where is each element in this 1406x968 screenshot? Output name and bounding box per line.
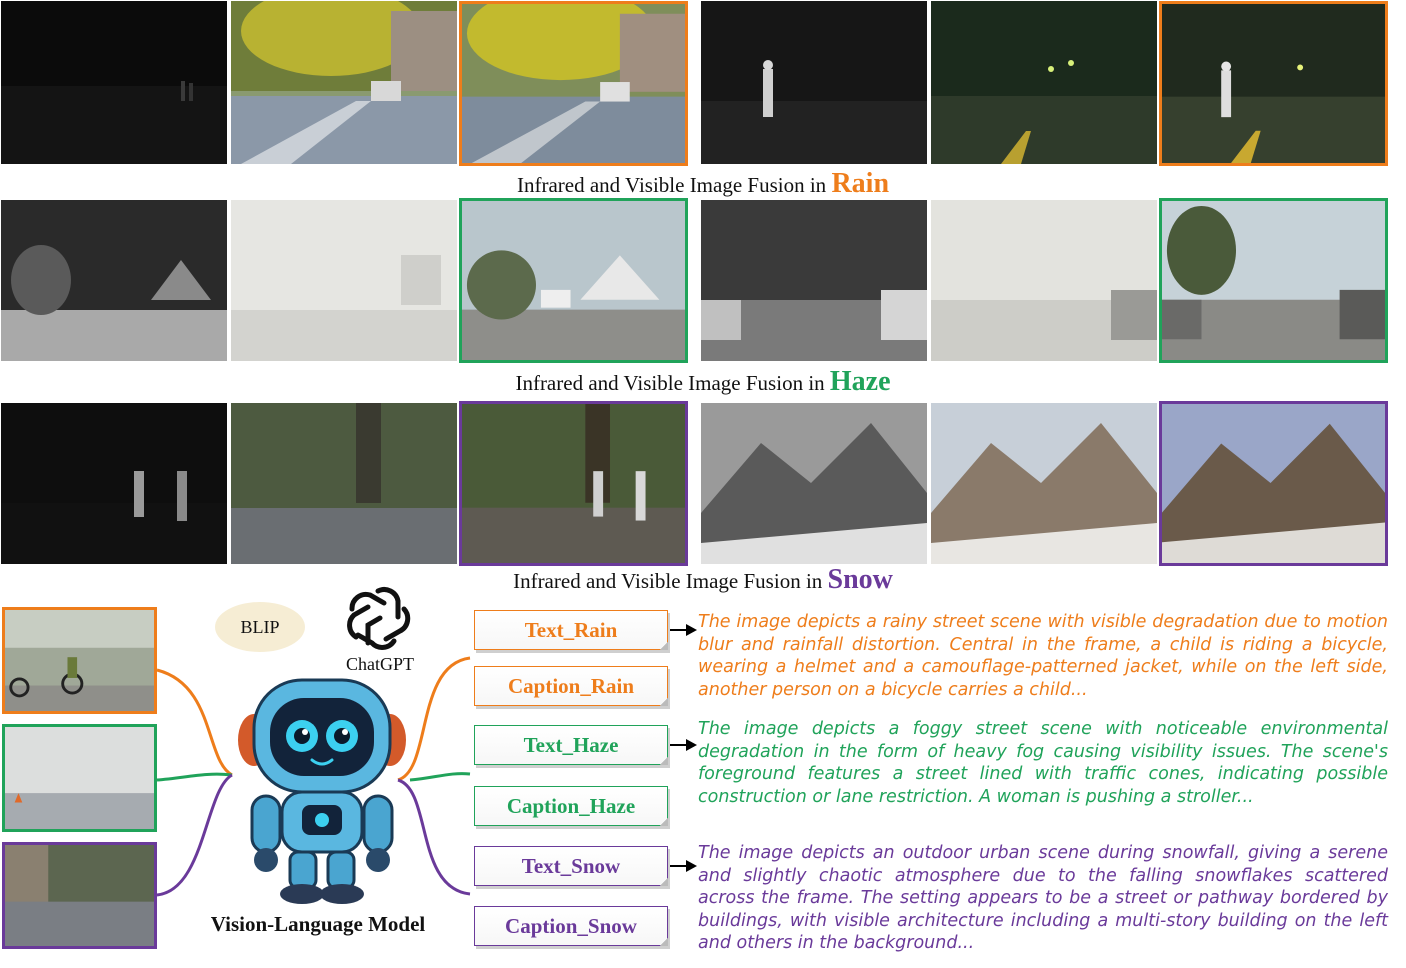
snow-fused-image-2 [1159, 401, 1388, 566]
input-haze-image [2, 724, 157, 832]
row-title-rain: Infrared and Visible Image Fusion in Rai… [0, 168, 1406, 200]
haze-visible-image-1 [231, 200, 457, 361]
haze-description: The image depicts a foggy street scene w… [698, 719, 1388, 807]
row-title-keyword: Haze [829, 366, 891, 397]
row-title-keyword: Rain [831, 168, 890, 199]
rain-fused-image-1 [459, 1, 688, 166]
caption-rain-document: Caption_Rain [474, 666, 668, 706]
rain-fused-image-2 [1159, 1, 1388, 166]
rain-visible-image-2 [931, 1, 1157, 164]
row-title-haze: Infrared and Visible Image Fusion in Haz… [0, 366, 1406, 398]
caption-snow-document: Caption_Snow [474, 906, 668, 946]
connector-rain-in [156, 668, 233, 777]
snow-visible-image-2 [931, 403, 1157, 564]
rain-infrared-image-1 [1, 1, 227, 164]
chatgpt-label: ChatGPT [345, 654, 414, 674]
document-label: Caption_Snow [505, 913, 637, 938]
document-label: Caption_Haze [506, 793, 636, 818]
connector-snow-in [156, 773, 233, 897]
row-title-prefix: Infrared and Visible Image Fusion in [516, 173, 832, 197]
caption-haze-document: Caption_Haze [474, 786, 668, 826]
input-snow-image [2, 842, 157, 949]
row-title-keyword: Snow [827, 564, 893, 595]
rain-visible-image-1 [231, 1, 457, 164]
row-title-snow: Infrared and Visible Image Fusion in Sno… [0, 564, 1406, 596]
haze-visible-image-2 [931, 200, 1157, 361]
haze-infrared-image-2 [701, 200, 927, 361]
document-label: Caption_Rain [507, 673, 635, 698]
input-rain-image [2, 607, 157, 714]
haze-fused-image-2 [1159, 198, 1388, 363]
blip-badge: BLIP [215, 602, 305, 652]
document-label: Text_Rain [524, 617, 618, 642]
arrow-snow [668, 860, 697, 872]
connector-haze-in [156, 772, 233, 782]
snow-description: The image depicts an outdoor urban scene… [698, 843, 1388, 953]
rain-infrared-image-2 [701, 1, 927, 164]
snow-fused-image-1 [459, 401, 688, 566]
connector-haze-out [409, 772, 471, 782]
row-title-prefix: Infrared and Visible Image Fusion in [515, 371, 830, 395]
rain-description: The image depicts a rainy street scene w… [698, 612, 1388, 700]
text-haze-document: Text_Haze [474, 725, 668, 765]
robot-icon [232, 670, 412, 908]
text-snow-document: Text_Snow [474, 846, 668, 886]
snow-infrared-image-2 [701, 403, 927, 564]
blip-label: BLIP [240, 616, 280, 637]
snow-visible-image-1 [231, 403, 457, 564]
chatgpt-logo-icon [342, 585, 414, 650]
arrow-haze [668, 739, 697, 751]
haze-infrared-image-1 [1, 200, 227, 361]
text-rain-document: Text_Rain [474, 610, 668, 650]
vision-language-model-label: Vision-Language Model [210, 912, 426, 936]
document-label: Text_Snow [521, 853, 621, 878]
document-label: Text_Haze [523, 732, 619, 757]
haze-fused-image-1 [459, 198, 688, 363]
arrow-rain [668, 624, 697, 636]
snow-infrared-image-1 [1, 403, 227, 564]
row-title-prefix: Infrared and Visible Image Fusion in [513, 569, 828, 593]
